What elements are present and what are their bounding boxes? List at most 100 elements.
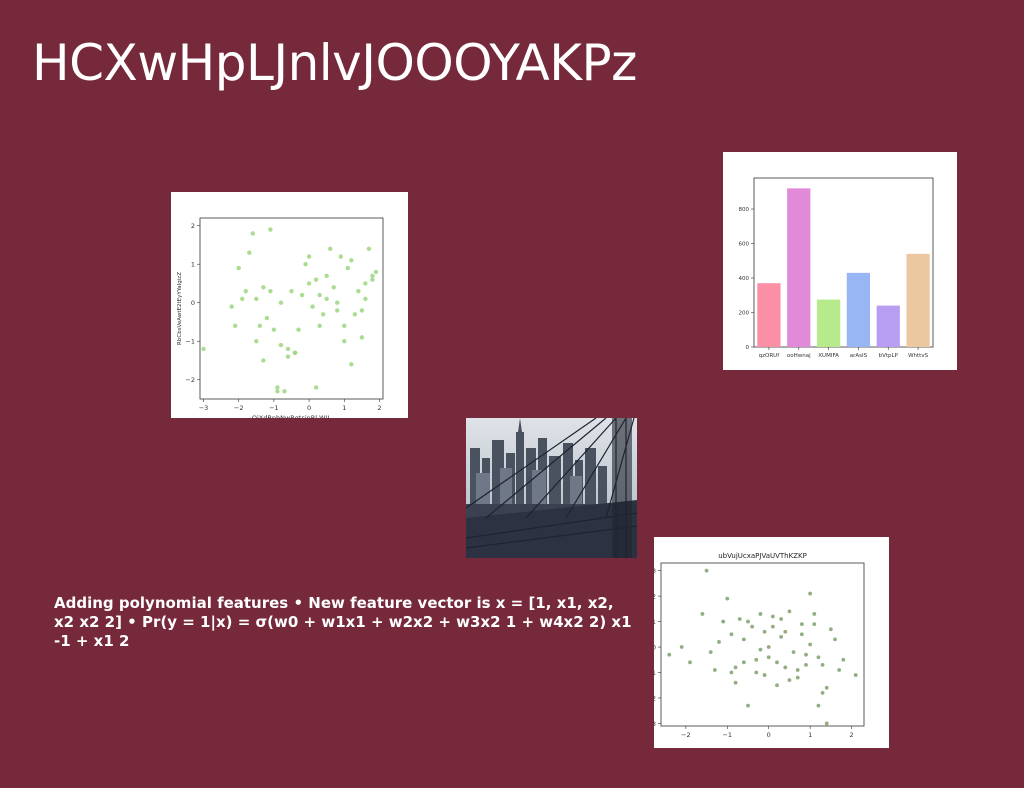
bar bbox=[757, 283, 781, 347]
scatter-point bbox=[356, 288, 361, 294]
scatter-point bbox=[363, 281, 368, 286]
slide-title: HCXwHpLJnlvJOOOYAKPz bbox=[32, 34, 637, 92]
scatter-point bbox=[791, 650, 796, 655]
plot-frame bbox=[660, 562, 865, 727]
scatter-point bbox=[345, 265, 351, 271]
scatter-point bbox=[712, 668, 717, 672]
scatter-point bbox=[746, 703, 750, 708]
x-tick-label: 2 bbox=[377, 404, 381, 412]
scatter-point bbox=[741, 660, 746, 665]
scatter-point bbox=[708, 650, 713, 655]
scatter-point bbox=[236, 265, 241, 271]
scatter-point bbox=[359, 335, 365, 340]
scatter-point bbox=[820, 690, 825, 695]
bar bbox=[816, 299, 841, 347]
scatter-point bbox=[725, 596, 730, 601]
scatter-point bbox=[758, 647, 763, 652]
scatter-point bbox=[770, 614, 775, 619]
x-tick-label: 2 bbox=[850, 731, 854, 739]
scatter-point bbox=[679, 645, 684, 649]
scatter-point bbox=[812, 612, 817, 616]
scatter-point bbox=[352, 312, 358, 317]
bar bbox=[876, 305, 900, 347]
x-tick-label: −1 bbox=[269, 404, 279, 412]
scatter-point bbox=[313, 385, 319, 390]
city-bridge-image bbox=[466, 418, 637, 558]
scatter-point bbox=[229, 304, 234, 309]
y-axis-label: RbCbsVeAwtE2tEyYYaIgizZ bbox=[177, 272, 183, 345]
x-tick-label: 0 bbox=[767, 731, 771, 739]
y-tick-label: 3 bbox=[654, 567, 656, 575]
y-tick-label: −3 bbox=[654, 720, 656, 728]
y-tick-label: 2 bbox=[191, 222, 195, 230]
scatter-point bbox=[733, 680, 738, 685]
scatter-point bbox=[779, 617, 784, 621]
scatter-point bbox=[370, 277, 375, 282]
chart-title: ubVujUcxaPJVaUVThKZKP bbox=[718, 552, 807, 560]
scatter-point bbox=[278, 342, 284, 348]
x-tick-label: bVtpLP bbox=[879, 353, 899, 359]
scatter-point bbox=[310, 304, 315, 309]
scatter-point bbox=[271, 327, 277, 332]
scatter-point bbox=[853, 673, 858, 677]
scatter-point bbox=[787, 609, 792, 614]
scatter-point bbox=[837, 668, 842, 672]
scatter-point bbox=[733, 665, 738, 670]
plot-frame bbox=[199, 217, 384, 400]
scatter-point bbox=[349, 362, 354, 367]
scatter-point bbox=[370, 273, 375, 278]
city-bridge-photo bbox=[466, 418, 637, 558]
bar-chart-svg: 0 200 400 600 800 qzORUf ooHwnaj XUMIFA arAsIS bV… bbox=[739, 177, 934, 359]
scatter-point bbox=[762, 629, 767, 634]
scatter-point bbox=[779, 634, 784, 639]
scatter-point bbox=[824, 685, 829, 690]
scatter-point bbox=[313, 277, 319, 282]
scatter-point bbox=[766, 645, 771, 649]
y-tick-label: 1 bbox=[191, 261, 195, 269]
x-tick-label: 1 bbox=[808, 731, 812, 739]
scatter-chart-2: −2 −1 0 1 2 −3 −2 −1 0 1 2 3 ubVujUcxaPJVaUVThKZKP bbox=[654, 537, 889, 748]
scatter-point bbox=[254, 296, 259, 302]
scatter-chart-1: −3 −2 −1 0 1 2 −2 −1 0 1 2 QiXdBnbNwRqtsinRl WIL RbC… bbox=[171, 192, 408, 418]
scatter-point bbox=[285, 346, 291, 352]
scatter-point bbox=[247, 250, 252, 255]
scatter-point bbox=[335, 308, 340, 313]
scatter-point bbox=[804, 652, 808, 657]
x-tick-label: XUMIFA bbox=[818, 353, 839, 359]
scatter-point bbox=[317, 292, 322, 298]
scatter-point bbox=[282, 389, 287, 394]
y-tick-label: −1 bbox=[185, 338, 195, 346]
scatter-point bbox=[261, 285, 266, 290]
y-tick-label: 0 bbox=[746, 345, 750, 351]
bar bbox=[787, 188, 811, 347]
scatter-point bbox=[289, 288, 294, 294]
x-tick-label: −2 bbox=[681, 731, 691, 739]
scatter-point bbox=[328, 246, 333, 252]
scatter-point bbox=[729, 632, 734, 637]
scatter-point bbox=[833, 637, 837, 642]
x-tick-label: qzORUf bbox=[759, 353, 781, 359]
scatter-point bbox=[808, 591, 813, 596]
scatter-point bbox=[349, 258, 354, 263]
slide-body-text: Adding polynomial features • New feature… bbox=[54, 594, 632, 650]
scatter-point bbox=[250, 231, 255, 236]
scatter-point bbox=[775, 683, 779, 688]
y-tick-label: −2 bbox=[654, 694, 656, 702]
scatter-point bbox=[268, 288, 273, 294]
y-tick-label: 600 bbox=[739, 242, 750, 248]
scatter-point bbox=[754, 670, 759, 675]
scatter-point bbox=[828, 627, 833, 632]
x-tick-label: arAsIS bbox=[850, 353, 868, 359]
scatter-point bbox=[285, 354, 291, 359]
y-tick-label: 200 bbox=[739, 311, 750, 317]
scatter-point bbox=[816, 655, 821, 660]
scatter-point bbox=[729, 670, 734, 675]
y-tick-label: 400 bbox=[739, 276, 750, 282]
scatter-point bbox=[303, 262, 308, 267]
scatter-point bbox=[324, 296, 329, 302]
scatter-point bbox=[795, 675, 800, 680]
scatter-point bbox=[317, 323, 322, 329]
scatter-point bbox=[359, 308, 365, 313]
scatter-point bbox=[331, 285, 336, 290]
x-tick-label: 0 bbox=[307, 404, 311, 412]
